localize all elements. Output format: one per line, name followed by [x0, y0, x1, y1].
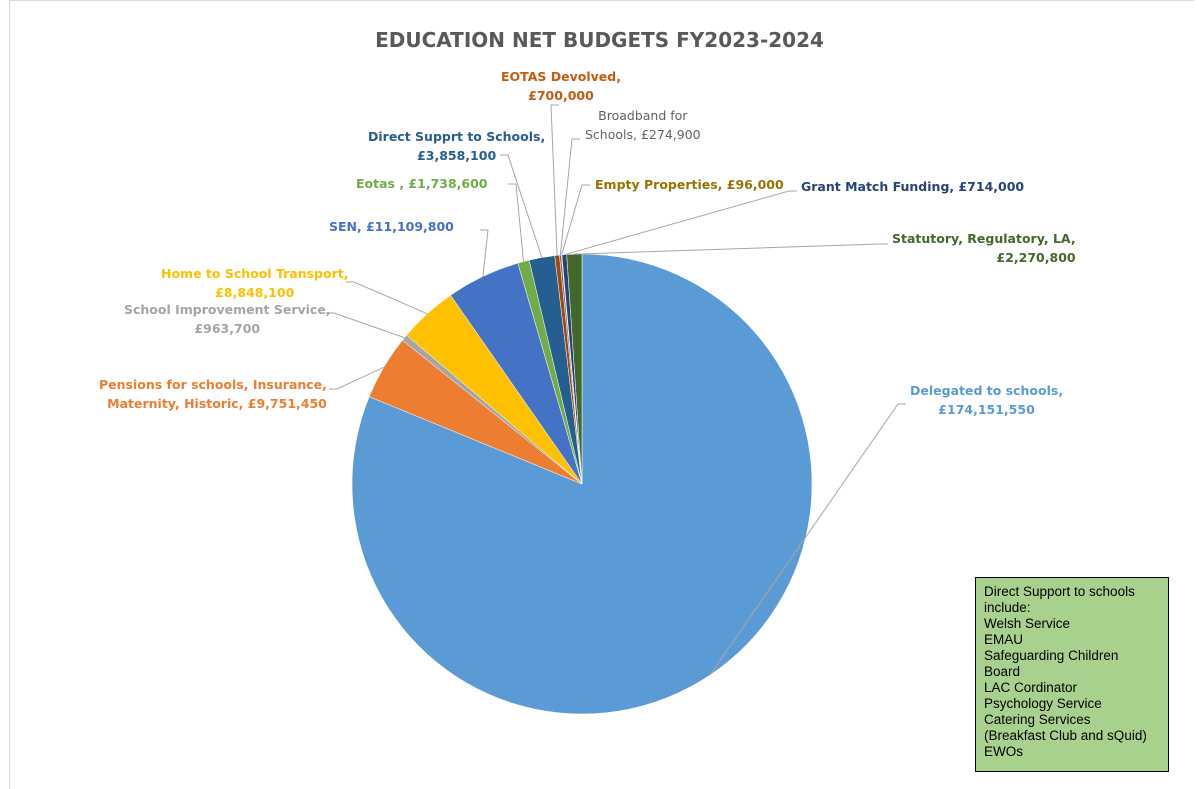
leader-lines — [326, 104, 906, 676]
leader-line-eotas-devolved — [550, 104, 559, 256]
leader-line-statutory — [574, 243, 888, 255]
chart-frame — [9, 0, 1194, 789]
leader-line-eotas — [508, 183, 524, 262]
leader-line-sen — [480, 229, 489, 277]
pie-slice-delegated — [351, 253, 813, 715]
label-empty-properties: Empty Properties, £96,000 — [595, 177, 784, 192]
leader-line-direct-supprt — [500, 154, 543, 258]
label-pensions: Pensions for schools, Insurance, Maternit… — [99, 377, 327, 411]
label-statutory-regulatory-la: Statutory, Regulatory, LA, £2,270,800 — [892, 231, 1076, 265]
label-home-to-school-transport: Home to School Transport, £8,848,100 — [161, 266, 349, 300]
pie-slices — [351, 253, 813, 715]
leader-line-empty-properties — [561, 184, 590, 256]
label-eotas: Eotas , £1,738,600 — [356, 176, 488, 191]
label-eotas-devolved: EOTAS Devolved, £700,000 — [501, 69, 621, 103]
note-box: Direct Support to schools include: Welsh… — [975, 577, 1169, 772]
label-sen: SEN, £11,109,800 — [329, 219, 454, 234]
leader-line-broadband — [559, 138, 580, 256]
leader-line-grant-match — [564, 190, 797, 256]
leader-line-pensions — [329, 366, 385, 390]
chart-title: EDUCATION NET BUDGETS FY2023-2024 — [375, 28, 824, 52]
leader-line-school-improvement — [326, 312, 405, 339]
label-broadband-for-schools: Broadband for Schools, £274,900 — [585, 108, 701, 142]
label-delegated-to-schools: Delegated to schools, £174,151,550 — [910, 383, 1064, 417]
label-school-improvement: School Improvement Service, £963,700 — [124, 302, 331, 336]
label-direct-supprt-to-schools: Direct Supprt to Schools, £3,858,100 — [368, 129, 546, 163]
leader-line-home-to-school — [346, 281, 428, 315]
label-grant-match-funding: Grant Match Funding, £714,000 — [801, 179, 1025, 194]
leader-line-delegated — [709, 403, 906, 676]
